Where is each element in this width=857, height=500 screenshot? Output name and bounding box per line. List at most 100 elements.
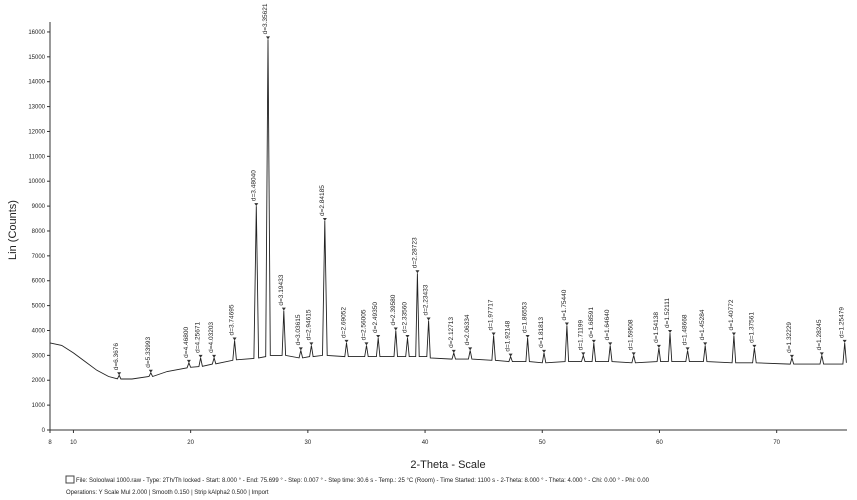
peak-marker (789, 354, 794, 358)
diffraction-trace (49, 39, 847, 380)
peak-label: d=1.37561 (748, 312, 755, 343)
peak-marker (426, 317, 431, 321)
peak-marker (393, 327, 398, 331)
peak-marker (564, 322, 569, 326)
peak-label: d=1.92148 (505, 320, 512, 351)
peak-marker (819, 352, 824, 356)
y-tick-label: 2000 (32, 378, 46, 384)
peak-label: d=6.3676 (113, 343, 120, 371)
footer-line: Operations: Y Scale Mul 2.000 | Smooth 0… (66, 490, 269, 496)
peak-marker (232, 337, 237, 341)
peak-marker (468, 347, 473, 351)
peak-marker (508, 353, 513, 357)
peak-label: d=2.49350 (372, 302, 379, 333)
peak-label: d=3.74695 (229, 304, 236, 335)
peak-label: d=2.12713 (448, 317, 455, 348)
peak-label: d=3.48040 (250, 170, 257, 201)
peak-marker (266, 36, 271, 40)
peak-label: d=1.59508 (628, 319, 635, 350)
peak-marker (668, 329, 673, 333)
peak-label: d=2.28723 (411, 237, 418, 268)
peak-label: d=3.35621 (262, 3, 269, 34)
y-tick-label: 16000 (28, 30, 45, 36)
peak-marker (581, 352, 586, 356)
peak-label: d=1.54138 (653, 312, 660, 343)
x-tick-label: 20 (187, 440, 194, 446)
peak-label: d=1.48668 (682, 314, 689, 345)
y-tick-label: 14000 (28, 80, 45, 86)
y-tick-label: 7000 (32, 254, 46, 260)
x-tick-label: 30 (305, 440, 312, 446)
peak-marker (685, 347, 690, 351)
peak-marker (148, 369, 153, 373)
peak-marker (198, 354, 203, 358)
peak-marker (364, 342, 369, 346)
peak-label: d=1.71199 (577, 320, 584, 351)
y-tick-label: 11000 (29, 154, 46, 160)
peak-marker (322, 218, 327, 222)
y-tick-label: 9000 (32, 204, 46, 210)
peak-label: d=2.23433 (423, 284, 430, 315)
y-axis-label: Lin (Counts) (7, 200, 19, 260)
peak-label: d=1.40772 (728, 299, 735, 330)
peak-label: d=2.56005 (360, 309, 367, 340)
peak-marker (117, 372, 122, 376)
peak-label: d=4.46800 (183, 327, 190, 358)
peak-marker (631, 352, 636, 356)
peak-label: d=2.94615 (305, 309, 312, 340)
y-tick-label: 6000 (32, 279, 46, 285)
x-tick-label: 60 (656, 440, 663, 446)
peak-marker (542, 349, 547, 353)
peak-label: d=1.86553 (522, 302, 529, 333)
peak-marker (309, 342, 314, 346)
peak-marker (298, 347, 303, 351)
peak-label: d=1.68591 (588, 307, 595, 338)
y-tick-label: 4000 (32, 328, 46, 334)
peak-marker (186, 359, 191, 363)
peak-label: d=1.52111 (664, 298, 671, 328)
peak-marker (376, 334, 381, 338)
peak-marker (281, 307, 286, 311)
y-tick-label: 12000 (28, 129, 45, 135)
y-tick-label: 13000 (28, 105, 45, 111)
x-tick-label: 70 (773, 440, 780, 446)
peak-marker (731, 332, 736, 336)
peak-label: d=3.19433 (278, 274, 285, 305)
y-tick-label: 0 (42, 428, 46, 434)
peak-marker (703, 342, 708, 346)
peak-marker (842, 339, 847, 343)
y-tick-label: 5000 (32, 304, 46, 310)
peak-marker (491, 332, 496, 336)
peak-label: d=1.97717 (488, 299, 495, 330)
peak-label: d=2.06334 (464, 314, 471, 345)
peak-marker (656, 344, 661, 348)
peak-label: d=2.69052 (341, 307, 348, 338)
x-tick-label: 40 (422, 440, 429, 446)
peak-label: d=1.64640 (604, 309, 611, 340)
x-tick-label: 50 (539, 440, 546, 446)
x-tick-label: 10 (70, 440, 77, 446)
peak-marker (344, 339, 349, 343)
y-tick-label: 15000 (28, 55, 45, 61)
peak-label: d=5.33993 (145, 336, 152, 367)
peak-marker (525, 334, 530, 338)
y-tick-label: 3000 (32, 353, 46, 359)
peak-label: d=1.75440 (561, 289, 568, 320)
peak-label: d=2.84185 (319, 185, 326, 216)
peak-marker (608, 342, 613, 346)
peak-label: d=1.32229 (786, 322, 793, 353)
peak-marker (752, 344, 757, 348)
peak-label: d=2.39580 (390, 294, 397, 325)
peak-marker (405, 334, 410, 338)
peak-marker (254, 203, 259, 207)
peak-label: d=1.28245 (816, 319, 823, 350)
peak-label: d=4.25671 (195, 322, 202, 353)
peak-label: d=1.25479 (839, 307, 846, 338)
peak-label: d=4.03203 (208, 322, 215, 353)
peak-marker (212, 354, 217, 358)
peak-marker (591, 339, 596, 343)
y-tick-label: 10000 (28, 179, 45, 185)
peak-label: d=2.33560 (401, 302, 408, 333)
